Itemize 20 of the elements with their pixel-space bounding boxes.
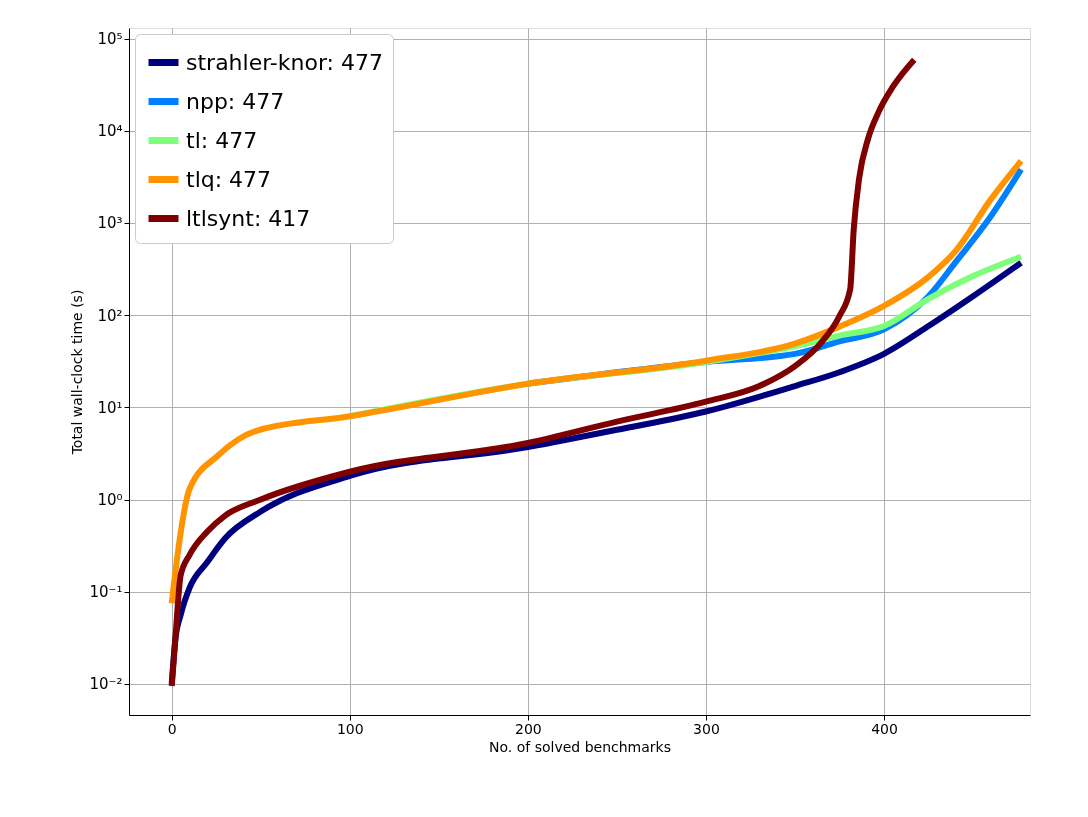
y-tick-label: 10⁵ [97,30,123,49]
y-tick-label: 10¹ [97,398,123,417]
x-tick-label: 0 [167,720,177,737]
x-axis-title: No. of solved benchmarks [489,738,671,755]
y-tick-label: 10⁻² [89,675,123,694]
legend-label: npp: 477 [186,88,285,114]
y-tick-label: 10⁻¹ [89,583,123,602]
x-tick-label: 300 [693,720,720,737]
y-tick-label: 10² [97,306,123,325]
y-tick-label: 10³ [97,214,123,233]
legend-label: tlq: 477 [186,166,272,192]
y-tick-label: 10⁰ [97,491,123,510]
y-tick-label: 10⁴ [97,122,123,141]
legend-label: tl: 477 [186,127,258,153]
x-tick-label: 200 [514,720,542,737]
x-tick-label: 100 [336,720,364,737]
legend-label: strahler-knor: 477 [186,49,383,75]
x-tick-label: 400 [871,720,898,737]
y-axis-title: Total wall-clock time (s) [69,289,86,456]
legend-label: ltlsynt: 417 [186,205,311,231]
